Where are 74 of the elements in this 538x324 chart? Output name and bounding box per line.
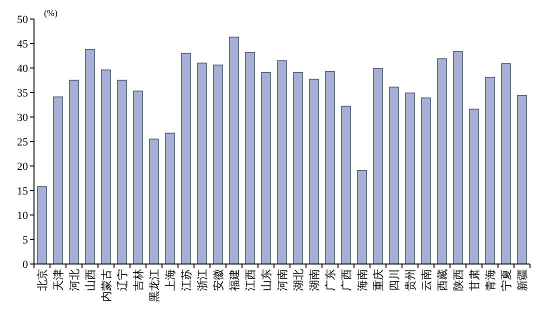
bar bbox=[389, 86, 399, 264]
x-tick-label: 甘肃 bbox=[468, 269, 481, 291]
x-tick-label: 山西 bbox=[84, 269, 97, 291]
y-tick-label: 0 bbox=[22, 259, 28, 271]
y-tick-label: 50 bbox=[17, 14, 28, 26]
bar bbox=[357, 170, 367, 264]
x-tick-label: 广东 bbox=[324, 269, 337, 291]
bar bbox=[325, 71, 335, 264]
bar bbox=[517, 95, 527, 264]
bar bbox=[277, 60, 287, 264]
x-tick-label: 安徽 bbox=[212, 269, 225, 291]
bar bbox=[165, 132, 175, 264]
x-tick-label: 陕西 bbox=[452, 269, 465, 291]
x-tick-label: 海南 bbox=[356, 269, 369, 291]
x-tick-label: 贵州 bbox=[404, 269, 417, 291]
y-axis-title: (%) bbox=[44, 8, 58, 18]
x-tick-label: 江苏 bbox=[180, 269, 193, 291]
x-tick-label: 山东 bbox=[260, 269, 273, 291]
bar bbox=[341, 106, 351, 264]
x-tick-label: 辽宁 bbox=[116, 269, 129, 291]
y-tick-label: 30 bbox=[17, 112, 28, 124]
y-tick-label: 45 bbox=[17, 38, 28, 50]
x-tick-label: 江西 bbox=[244, 269, 257, 291]
x-tick-label: 西藏 bbox=[436, 269, 449, 291]
x-tick-label: 湖南 bbox=[308, 269, 321, 291]
bar bbox=[181, 52, 191, 264]
x-tick-label: 新疆 bbox=[516, 269, 529, 291]
y-tick-label: 35 bbox=[17, 88, 28, 100]
y-tick-label: 15 bbox=[17, 186, 28, 198]
y-tick-label: 40 bbox=[17, 63, 28, 75]
x-tick-label: 河北 bbox=[68, 269, 81, 291]
x-tick-label: 北京 bbox=[36, 269, 49, 291]
y-tick-label: 25 bbox=[17, 136, 28, 148]
x-tick-label: 广西 bbox=[340, 269, 353, 291]
bar bbox=[85, 48, 95, 264]
x-tick-label: 吉林 bbox=[132, 269, 145, 291]
x-tick-label: 浙江 bbox=[196, 269, 209, 291]
bar bbox=[149, 138, 159, 264]
x-tick-label: 青海 bbox=[484, 269, 497, 291]
x-tick-label: 天津 bbox=[52, 269, 65, 291]
x-tick-label: 湖北 bbox=[292, 269, 305, 291]
bar bbox=[245, 52, 255, 264]
bar bbox=[213, 64, 223, 264]
bar bbox=[261, 72, 271, 264]
bar bbox=[469, 108, 479, 264]
x-tick-label: 重庆 bbox=[372, 269, 385, 291]
x-tick-label: 宁夏 bbox=[500, 269, 513, 291]
bar bbox=[69, 80, 79, 264]
bar bbox=[229, 36, 239, 264]
bar bbox=[197, 62, 207, 264]
x-tick-label: 云南 bbox=[420, 269, 433, 291]
bar bbox=[133, 90, 143, 264]
bar bbox=[309, 78, 319, 264]
bar bbox=[501, 63, 511, 264]
bar bbox=[405, 92, 415, 264]
bar bbox=[421, 97, 431, 264]
x-tick-label: 河南 bbox=[276, 269, 289, 291]
bar bbox=[53, 96, 63, 264]
bar bbox=[293, 72, 303, 264]
x-tick-label: 内蒙古 bbox=[100, 269, 113, 302]
bar bbox=[373, 68, 383, 264]
x-tick-label: 黑龙江 bbox=[148, 269, 161, 302]
y-tick-label: 5 bbox=[22, 234, 28, 246]
x-tick-label: 福建 bbox=[228, 269, 241, 291]
bar bbox=[117, 80, 127, 264]
bar bbox=[437, 58, 447, 264]
x-tick-label: 四川 bbox=[388, 269, 401, 291]
bar bbox=[37, 186, 47, 264]
y-tick-label: 20 bbox=[17, 161, 28, 173]
bar bbox=[453, 50, 463, 264]
y-tick-label: 10 bbox=[17, 210, 28, 222]
bar bbox=[485, 76, 495, 264]
x-tick-label: 上海 bbox=[164, 269, 177, 291]
bar bbox=[101, 70, 111, 264]
